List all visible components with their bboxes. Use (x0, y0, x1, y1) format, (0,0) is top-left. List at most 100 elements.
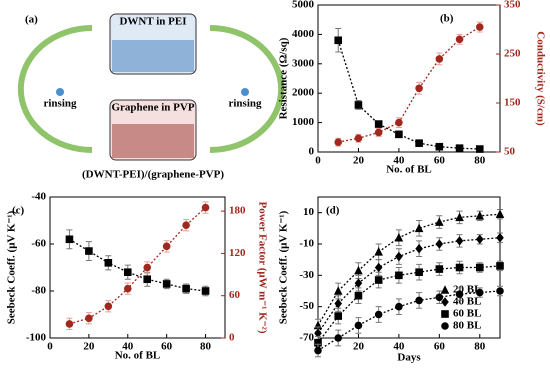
marker (334, 36, 343, 45)
y-tick-label: -40 (31, 191, 46, 203)
marker (475, 288, 484, 297)
y-tick-label: -50 (299, 300, 314, 312)
marker (201, 287, 210, 295)
marker (475, 23, 484, 31)
drop-icon (241, 88, 249, 96)
marker (314, 346, 322, 355)
marker (123, 284, 132, 293)
marker (162, 280, 171, 288)
marker (415, 243, 423, 254)
marker (496, 232, 504, 243)
marker (143, 263, 152, 272)
x-tick-label: 60 (434, 341, 446, 353)
marker (334, 312, 343, 320)
marker (354, 278, 363, 288)
legend-label: 80 BL (453, 320, 481, 332)
y-tick-label: 1000 (292, 116, 315, 128)
marker (415, 84, 423, 93)
x-tick-label: 20 (353, 155, 365, 167)
marker (374, 310, 383, 319)
y-tick-label: -70 (299, 332, 314, 344)
x-tick-label: 80 (474, 341, 486, 353)
y2-tick-label: 350 (504, 0, 521, 11)
trend-line (69, 238, 206, 292)
marker (475, 145, 484, 153)
step-label: rinsing (43, 98, 77, 110)
y-tick-label: -30 (299, 269, 314, 281)
marker (334, 298, 343, 309)
y-tick-label: -80 (31, 285, 46, 297)
legend-label: 40 BL (453, 296, 481, 308)
y-tick-label: 5000 (292, 0, 315, 11)
trend-line (317, 213, 501, 326)
marker (143, 275, 152, 284)
marker (395, 118, 403, 127)
x-tick-label: 60 (434, 155, 446, 167)
x-tick-label: 40 (393, 341, 405, 353)
plot-frame (317, 4, 501, 153)
trend-line (317, 237, 501, 334)
step-label: rinsing (228, 98, 262, 110)
marker (314, 328, 322, 339)
y2-axis-label: Conductivity (S/cm) (534, 31, 546, 126)
legend-label: 60 BL (453, 308, 481, 320)
trend-line (337, 40, 480, 150)
marker (354, 291, 363, 300)
marker (415, 296, 423, 305)
marker (374, 276, 383, 284)
x-tick-label: 80 (474, 155, 486, 167)
y-tick-label: 10 (303, 206, 315, 218)
y2-tick-label: 120 (229, 247, 246, 259)
marker (182, 284, 190, 293)
y2-tick-label: 60 (229, 289, 241, 301)
marker (395, 302, 403, 311)
marker (201, 203, 210, 212)
marker (374, 128, 383, 137)
y-tick-label: -10 (299, 238, 314, 250)
marker (496, 262, 504, 270)
marker (395, 130, 403, 139)
marker (374, 262, 383, 273)
y-tick-label: 0 (309, 146, 315, 158)
marker (435, 265, 444, 273)
marker (395, 271, 403, 280)
marker (104, 259, 113, 267)
marker (374, 120, 383, 128)
marker (475, 263, 484, 272)
x-tick-label: 40 (122, 341, 134, 353)
y-tick-label: -100 (26, 332, 47, 344)
y2-tick-label: 50 (504, 146, 516, 158)
y-axis-label: Seebeck Coeff. (μV K⁻¹) (6, 210, 18, 324)
cycle-arrow (17, 25, 93, 153)
x-axis-label: No. of BL (115, 350, 161, 362)
solution (112, 124, 194, 158)
marker (435, 55, 444, 63)
marker (182, 221, 190, 229)
marker (455, 290, 464, 298)
x-tick-label: 0 (315, 155, 321, 167)
y-tick-label: 2000 (292, 87, 315, 99)
y2-tick-label: 0 (229, 332, 235, 344)
marker (435, 293, 444, 302)
legend-marker (441, 322, 449, 330)
x-tick-label: 80 (200, 341, 212, 353)
marker (414, 223, 424, 233)
legend-marker (441, 297, 449, 307)
marker (104, 302, 113, 311)
marker (65, 235, 74, 244)
plot-frame (49, 196, 226, 339)
marker (333, 286, 343, 295)
panel-label: (c) (12, 205, 25, 217)
y-axis-label: Resistance (Ω/sq) (278, 37, 290, 119)
drop-icon (56, 88, 64, 96)
legend-marker (441, 310, 449, 318)
marker (455, 144, 464, 152)
y-axis-label: Seebeck Coeff. (μV K⁻¹) (278, 210, 290, 324)
y-tick-label: 3000 (292, 57, 315, 69)
x-tick-label: 20 (353, 341, 365, 353)
y2-tick-label: 180 (229, 205, 246, 217)
legend-marker (440, 285, 450, 294)
trend-line (69, 207, 206, 325)
caption: (DWNT-PEI)/(graphene-PVP) (82, 169, 224, 181)
